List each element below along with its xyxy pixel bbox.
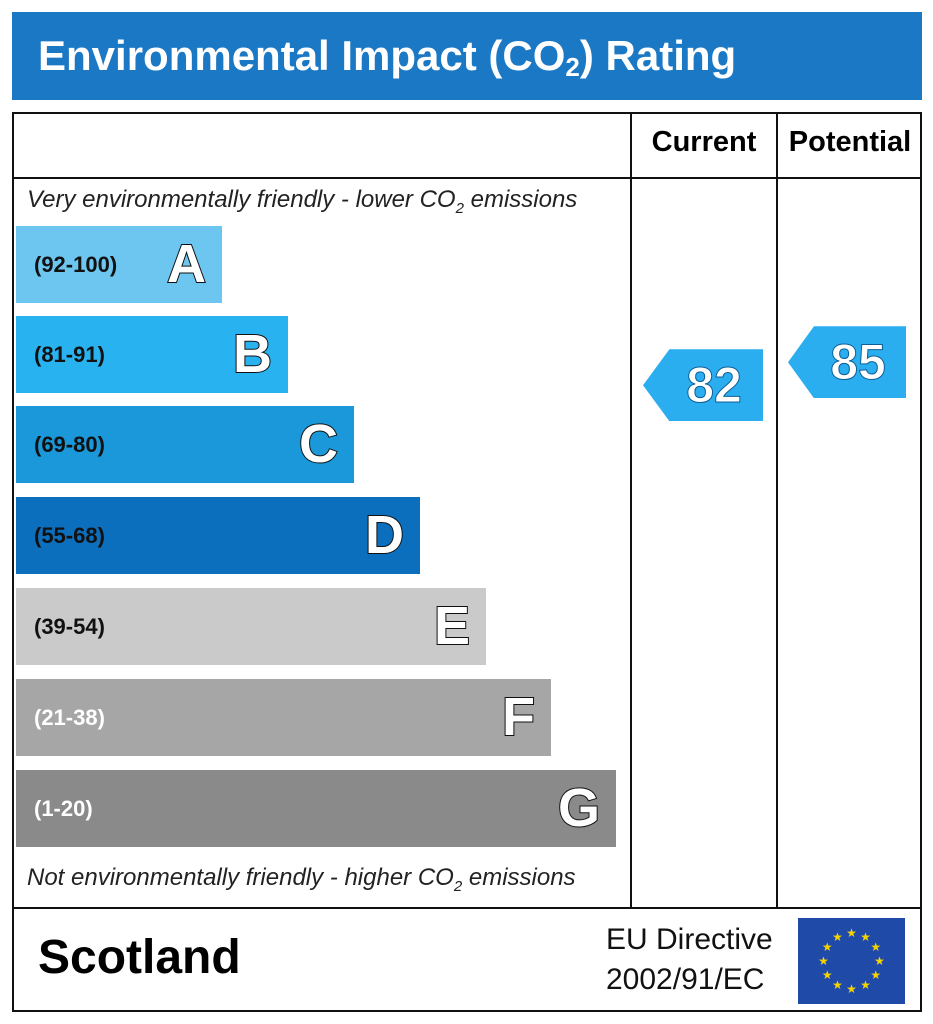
- band-a: (92-100) A: [16, 226, 222, 303]
- directive-line1: EU Directive: [606, 923, 773, 956]
- star-icon: ★: [860, 930, 871, 944]
- band-letter: F: [501, 686, 536, 748]
- star-icon: ★: [832, 978, 843, 992]
- band-letter: A: [166, 233, 207, 295]
- region-label: Scotland: [38, 931, 241, 984]
- band-f: (21-38) F: [16, 679, 551, 756]
- potential-rating-arrow: 85: [788, 326, 906, 399]
- footer-divider: [12, 907, 922, 909]
- band-d: (55-68) D: [16, 497, 420, 574]
- note-sub: 2: [453, 877, 463, 895]
- star-icon: ★: [818, 954, 829, 968]
- current-rating-arrow: 82: [643, 349, 763, 422]
- star-icon: ★: [822, 940, 833, 954]
- star-icon: ★: [874, 954, 885, 968]
- eu-flag-icon: ★ ★★★★★★★★★★★: [798, 918, 905, 1004]
- star-icon: ★: [822, 968, 833, 982]
- band-b: (81-91) B: [16, 316, 288, 393]
- band-range: (55-68): [34, 523, 105, 548]
- band-letter: E: [433, 595, 471, 657]
- star-icon: ★: [846, 982, 857, 996]
- star-icon: ★: [870, 968, 881, 982]
- note-text: Not environmentally friendly - higher CO: [27, 864, 454, 891]
- title-text: Environmental Impact (CO: [38, 32, 566, 79]
- rating-table: [12, 112, 922, 1012]
- chart-title: Environmental Impact (CO2) Rating: [12, 12, 922, 100]
- band-c: (69-80) C: [16, 406, 354, 483]
- star-icon: ★: [860, 978, 871, 992]
- band-range: (39-54): [34, 614, 105, 639]
- star-icon: ★: [832, 930, 843, 944]
- title-subscript: 2: [565, 52, 580, 82]
- band-letter: C: [298, 413, 339, 475]
- top-note: Very environmentally friendly - lower CO…: [27, 186, 577, 217]
- band-letter: B: [232, 323, 273, 385]
- directive-line2: 2002/91/EC: [606, 963, 765, 996]
- current-column-header: Current: [651, 126, 757, 158]
- title-end: ) Rating: [579, 32, 737, 79]
- column-divider: [630, 112, 632, 908]
- band-letter: D: [364, 504, 405, 566]
- band-range: (1-20): [34, 796, 93, 821]
- star-icon: ★: [846, 926, 857, 940]
- note-text: Very environmentally friendly - lower CO: [27, 186, 456, 213]
- band-letter: G: [557, 777, 601, 839]
- star-icon: ★: [870, 940, 881, 954]
- eu-directive: EU Directive 2002/91/EC: [606, 920, 773, 1000]
- band-range: (81-91): [34, 342, 105, 367]
- header-divider: [12, 177, 922, 179]
- band-e: (39-54) E: [16, 588, 486, 665]
- band-range: (69-80): [34, 432, 105, 457]
- band-g: (1-20) G: [16, 770, 616, 847]
- potential-column-header: Potential: [788, 126, 912, 158]
- note-end: emissions: [463, 186, 578, 213]
- band-range: (21-38): [34, 705, 105, 730]
- note-end: emissions: [462, 864, 576, 891]
- column-divider: [776, 112, 778, 908]
- note-sub: 2: [455, 199, 464, 217]
- band-range: (92-100): [34, 252, 118, 277]
- bottom-note: Not environmentally friendly - higher CO…: [27, 864, 576, 895]
